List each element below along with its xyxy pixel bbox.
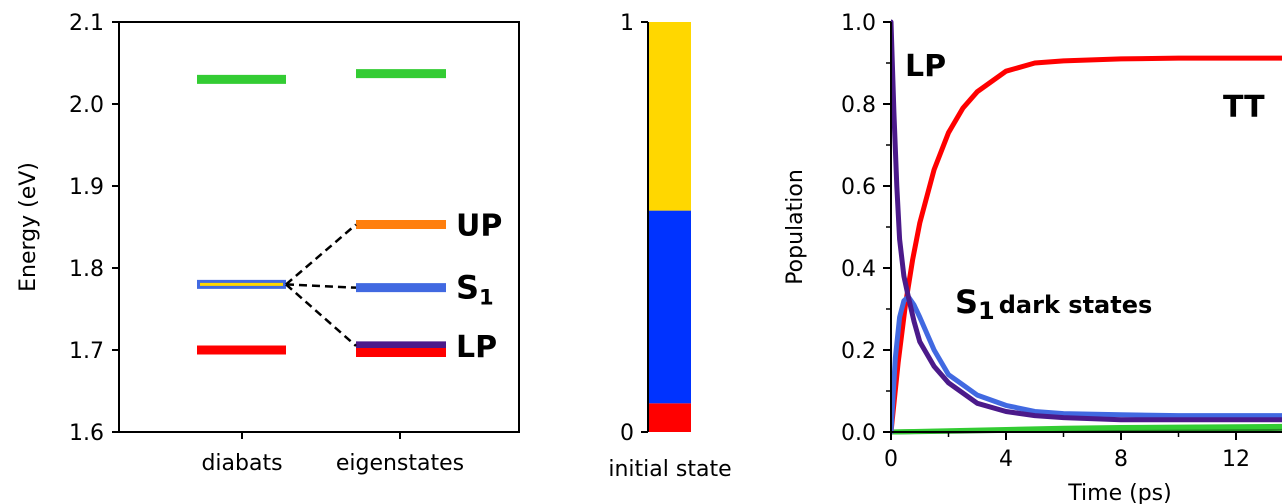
energy-y-tick-label: 1.9 <box>69 175 104 200</box>
energy-y-axis-title: Energy (eV) <box>16 162 41 292</box>
initial-state-y-ticks: 01 <box>620 11 648 446</box>
population-y-tick-label: 0.8 <box>841 93 876 118</box>
bar-segment-2 <box>648 22 691 211</box>
series-label-S1-dark-states: S1 dark states <box>955 283 1152 325</box>
energy-plot-frame <box>118 21 520 433</box>
initial-state-y-tick-label: 1 <box>620 11 634 36</box>
population-y-ticks: 0.0 0.2 0.4 0.6 0.8 1.0 <box>841 11 891 446</box>
energy-y-tick-label: 2.1 <box>69 11 104 36</box>
coupling-line-2 <box>285 283 357 347</box>
coupling-lines <box>285 223 357 347</box>
population-y-tick-label: 0.6 <box>841 175 876 200</box>
series-line-green-3 <box>891 423 1282 435</box>
energy-y-ticks: 1.6 1.7 1.8 1.9 2.0 2.1 <box>69 11 119 446</box>
population-panel: 0.0 0.2 0.4 0.6 0.8 1.0 0 4 8 12 Population Time… <box>783 11 1282 504</box>
energy-levels <box>197 69 446 357</box>
coupling-line-0 <box>285 223 357 286</box>
initial-state-y-tick-label: 0 <box>620 421 634 446</box>
population-x-tick-label: 8 <box>1114 447 1128 472</box>
initial-state-x-label: initial state <box>608 457 731 482</box>
level-label-4: UP <box>456 209 502 244</box>
population-y-tick-label: 0.4 <box>841 257 876 282</box>
bar-segment-1 <box>648 210 691 404</box>
initial-state-bar <box>648 22 691 432</box>
category-label-diabats: diabats <box>201 451 282 476</box>
population-x-tick-label: 0 <box>884 447 898 472</box>
initial-state-panel: 01 initial state <box>608 11 731 482</box>
energy-y-tick-label: 2.0 <box>69 93 104 118</box>
series-line-S-2 <box>891 294 1282 435</box>
level-label-6: LP <box>456 330 497 365</box>
series-line-LP-1 <box>891 19 1282 423</box>
population-x-tick-label: 4 <box>999 447 1013 472</box>
category-label-eigenstates: eigenstates <box>336 451 464 476</box>
energy-y-tick-label: 1.8 <box>69 257 104 282</box>
population-y-tick-label: 0.2 <box>841 339 876 364</box>
series-label-TT: TT <box>1223 90 1265 125</box>
population-series <box>891 19 1282 435</box>
population-x-ticks: 0 4 8 12 <box>884 432 1250 472</box>
level-label-5: S1 <box>456 269 494 310</box>
level-labels: UP S1 LP <box>456 209 502 365</box>
series-label-LP: LP <box>905 49 946 84</box>
energy-y-tick-label: 1.7 <box>69 339 104 364</box>
energy-level-panel: 1.6 1.7 1.8 1.9 2.0 2.1 Energy (eV) diabats e… <box>16 11 520 476</box>
population-x-axis-title: Time (ps) <box>1067 481 1171 504</box>
population-y-tick-label: 0.0 <box>841 421 876 446</box>
population-x-tick-label: 12 <box>1222 447 1250 472</box>
coupling-line-1 <box>285 283 357 289</box>
energy-y-tick-label: 1.6 <box>69 421 104 446</box>
bar-segment-0 <box>648 403 691 432</box>
population-y-axis-title: Population <box>783 169 808 285</box>
population-y-tick-label: 1.0 <box>841 11 876 36</box>
series-line-TT-0 <box>891 55 1282 435</box>
series-labels: LP TT S1 dark states <box>905 49 1265 325</box>
